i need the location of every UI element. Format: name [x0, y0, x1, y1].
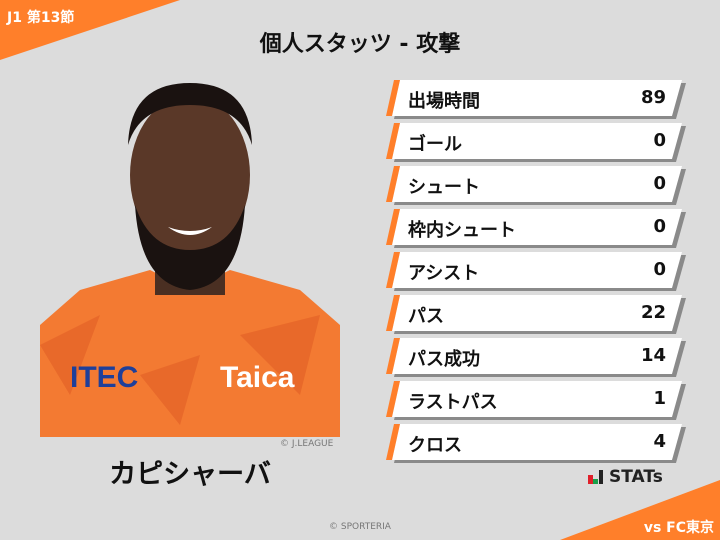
stat-value: 4	[653, 431, 666, 452]
stat-value: 22	[640, 302, 666, 323]
svg-text:ITEC: ITEC	[70, 361, 138, 394]
player-name: カピシャーバ	[109, 459, 271, 490]
stat-label: シュート	[408, 177, 480, 198]
stat-label: 枠内シュート	[408, 220, 516, 241]
stat-label: パス	[408, 306, 444, 327]
stat-row: パス 22	[386, 295, 686, 333]
stat-row: クロス 4	[386, 424, 686, 462]
stat-row: 枠内シュート 0	[386, 209, 686, 247]
stat-label: アシスト	[408, 263, 480, 284]
stat-value: 1	[653, 388, 666, 409]
stat-label: ゴール	[408, 134, 462, 155]
stat-label: パス成功	[408, 349, 480, 370]
player-photo: ITEC Taica	[40, 75, 340, 437]
opponent-label: vs FC東京	[643, 520, 714, 536]
stat-value: 0	[653, 259, 666, 280]
stat-row: ゴール 0	[386, 123, 686, 161]
bar-chart-icon	[588, 470, 603, 484]
stat-value: 0	[653, 130, 666, 151]
page-title: 個人スタッツ - 攻撃	[259, 32, 461, 57]
stats-logo-text: STATs	[609, 467, 663, 487]
stat-value: 14	[640, 345, 666, 366]
copyright: © SPORTERIA	[329, 522, 391, 532]
stats-logo: STATs	[588, 467, 663, 487]
stat-value: 0	[653, 216, 666, 237]
round-label: J1 第13節	[7, 10, 75, 26]
stat-label: 出場時間	[408, 91, 480, 112]
photo-credit: © J.LEAGUE	[280, 439, 334, 449]
stat-row: シュート 0	[386, 166, 686, 204]
stat-label: ラストパス	[408, 392, 498, 413]
svg-text:Taica: Taica	[220, 361, 295, 394]
stat-row: アシスト 0	[386, 252, 686, 290]
stat-value: 0	[653, 173, 666, 194]
stat-row: ラストパス 1	[386, 381, 686, 419]
stat-row: 出場時間 89	[386, 80, 686, 118]
stat-label: クロス	[408, 435, 462, 456]
stat-row: パス成功 14	[386, 338, 686, 376]
stat-value: 89	[640, 87, 666, 108]
